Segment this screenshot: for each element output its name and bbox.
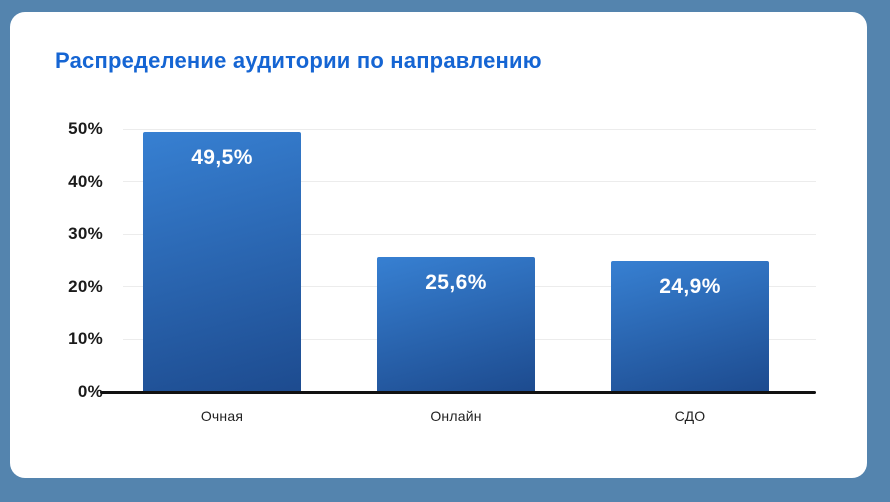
bar-1: 49,5% xyxy=(143,131,301,392)
gridline-50 xyxy=(123,128,816,130)
bar-3: 24,9% xyxy=(611,260,769,392)
bar-value-label: 49,5% xyxy=(191,145,253,169)
x-axis-label-3: СДО xyxy=(674,407,706,424)
y-tick-label-20: 20% xyxy=(68,276,103,296)
y-tick-label-0: 0% xyxy=(77,381,103,401)
x-axis-line xyxy=(100,390,816,394)
y-tick-label-50: 50% xyxy=(68,119,103,138)
bar-2: 25,6% xyxy=(377,257,535,392)
y-tick-label-40: 40% xyxy=(68,171,103,191)
gridline-40 xyxy=(123,181,816,182)
y-tick-label-10: 10% xyxy=(68,329,103,348)
gridline-30 xyxy=(123,233,816,235)
y-tick-label-30: 30% xyxy=(68,224,103,243)
bar-value-label: 24,9% xyxy=(659,274,721,298)
bar-value-label: 25,6% xyxy=(425,271,487,295)
bar-chart: 0% 10% 20% 30% 40% 50% 49,5% 25,6% 24,9% Очная О… xyxy=(10,12,867,478)
chart-card: Распределение аудитории по направлению 0… xyxy=(10,12,867,478)
x-axis-label-2: Онлайн xyxy=(430,407,482,424)
chart-title: Распределение аудитории по направлению xyxy=(55,48,542,73)
x-axis-label-1: Очная xyxy=(200,407,244,424)
